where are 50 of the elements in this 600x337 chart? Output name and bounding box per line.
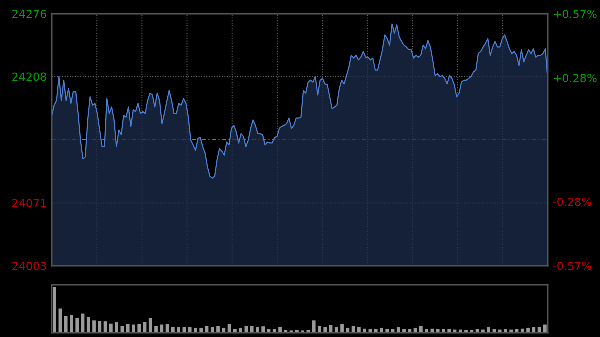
bar	[200, 328, 204, 333]
bar	[138, 324, 142, 333]
bar	[171, 327, 175, 333]
bar	[70, 315, 74, 333]
bar	[318, 326, 322, 333]
bar	[526, 328, 530, 333]
y-tick-label: 24276	[12, 10, 46, 18]
bar	[487, 328, 491, 333]
bar	[250, 326, 254, 333]
bar	[216, 326, 220, 333]
y2-tick-label: -0.28%	[553, 198, 592, 206]
bar	[126, 324, 130, 333]
y2-tick-label: -0.57%	[553, 262, 592, 270]
bar	[543, 324, 547, 333]
y2-tick-label: +0.57%	[554, 10, 597, 18]
bar	[396, 328, 400, 333]
bar	[132, 324, 136, 333]
bar	[340, 324, 344, 333]
bar	[64, 316, 68, 333]
bar	[346, 328, 350, 333]
bar	[92, 320, 96, 333]
bar	[53, 287, 57, 333]
y-tick-label: 24071	[12, 199, 46, 208]
bar	[334, 328, 338, 333]
bar	[278, 327, 282, 333]
bar	[312, 320, 316, 333]
y-tick-label: 24003	[12, 262, 46, 270]
bar	[357, 328, 361, 333]
bar	[154, 326, 158, 333]
bar	[109, 324, 113, 333]
bar	[210, 327, 214, 333]
bar	[115, 322, 119, 333]
bar	[86, 317, 90, 333]
bar	[239, 328, 243, 333]
bar	[76, 318, 80, 333]
y2-tick-label: +0.28%	[554, 74, 597, 82]
bar	[194, 328, 198, 333]
bar	[256, 328, 260, 333]
bar	[380, 328, 384, 333]
bar	[532, 328, 536, 333]
y-tick-label: 24208	[12, 72, 46, 82]
bar	[188, 328, 192, 333]
bar	[324, 328, 328, 333]
bar	[262, 326, 266, 333]
bar	[419, 326, 423, 333]
bar	[160, 324, 164, 333]
bar	[177, 328, 181, 333]
bar	[148, 318, 152, 333]
bar	[98, 321, 102, 333]
bar	[222, 328, 226, 333]
